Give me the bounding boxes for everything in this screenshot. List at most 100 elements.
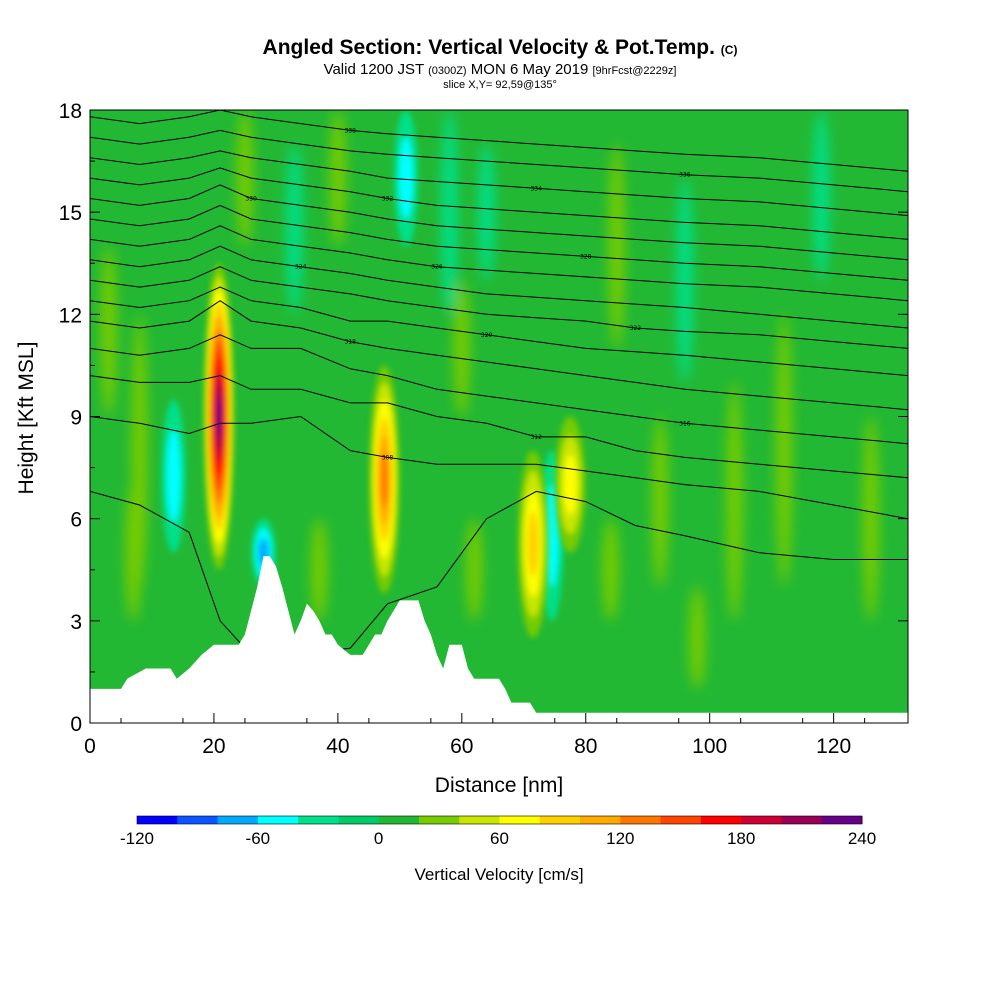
y-axis-title: Height [Kft MSL] bbox=[15, 342, 38, 495]
title-block: Angled Section: Vertical Velocity & Pot.… bbox=[0, 36, 1000, 92]
field-band bbox=[676, 178, 693, 383]
slice-info: slice X,Y= 92,59@135° bbox=[443, 79, 557, 91]
contour-label: 338 bbox=[345, 127, 357, 134]
field-band bbox=[726, 382, 743, 621]
colorbar-swatch bbox=[539, 816, 581, 824]
theta-contour bbox=[90, 129, 908, 193]
theta-contour bbox=[90, 184, 908, 261]
field-band bbox=[286, 144, 303, 315]
colorbar-swatch bbox=[821, 816, 863, 824]
colorbar-swatch bbox=[338, 816, 380, 824]
field-band bbox=[329, 110, 346, 247]
terrain-mask bbox=[90, 556, 908, 723]
potential-temperature-contours: 3043083123163183203223243263283303323343… bbox=[90, 110, 908, 659]
colorbar-swatch bbox=[741, 816, 782, 824]
velocity-field bbox=[90, 110, 908, 723]
y-tick-label: 15 bbox=[59, 202, 82, 225]
colorbar-swatch bbox=[580, 816, 621, 824]
field-band bbox=[453, 280, 470, 417]
theta-contour bbox=[90, 204, 908, 281]
colorbar-tick-label: 60 bbox=[490, 829, 509, 848]
updraft-core bbox=[216, 395, 221, 438]
theta-contour bbox=[90, 266, 908, 349]
contour-label: 312 bbox=[530, 434, 542, 441]
colorbar-swatch bbox=[660, 816, 702, 824]
field-band bbox=[652, 416, 669, 587]
contour-label: 330 bbox=[245, 196, 257, 203]
theta-contour bbox=[90, 415, 908, 520]
field-band bbox=[602, 518, 619, 621]
theta-contour bbox=[90, 300, 908, 411]
field-band bbox=[441, 110, 458, 315]
x-tick-label: 80 bbox=[574, 735, 597, 758]
downdraft-core bbox=[544, 484, 559, 587]
colorbar-tick-label: 120 bbox=[606, 829, 634, 848]
colorbar-swatch bbox=[217, 816, 259, 824]
x-tick-label: 60 bbox=[450, 735, 473, 758]
valid-time-line: Valid 1200 JST (0300Z) MON 6 May 2019 [9… bbox=[0, 62, 1000, 79]
contour-label: 336 bbox=[679, 172, 691, 179]
updraft-core bbox=[527, 511, 539, 577]
field-band bbox=[862, 416, 879, 621]
contour-label: 326 bbox=[431, 264, 443, 271]
theta-contour bbox=[90, 286, 908, 377]
copyright-mark: (C) bbox=[720, 43, 738, 57]
theta-contour bbox=[90, 245, 908, 329]
field-band bbox=[478, 144, 495, 281]
x-axis-title: Distance [nm] bbox=[435, 774, 563, 797]
colorbar: -120 -60 0 60 120 180 240 bbox=[120, 815, 876, 848]
field-band bbox=[608, 144, 625, 349]
colorbar-swatch bbox=[177, 816, 219, 824]
colorbar-swatch bbox=[378, 816, 420, 824]
colorbar-tick-label: 180 bbox=[727, 829, 755, 848]
colorbar-swatch bbox=[700, 816, 742, 824]
field-band bbox=[100, 246, 117, 417]
colorbar-swatch bbox=[620, 816, 662, 824]
colorbar-tick-label: -60 bbox=[246, 829, 271, 848]
theta-contour bbox=[90, 110, 908, 172]
valid-prefix: Valid 1200 JST bbox=[323, 61, 424, 78]
updraft-core bbox=[380, 451, 388, 508]
contour-label: 320 bbox=[481, 332, 493, 339]
contour-label: 334 bbox=[530, 185, 542, 192]
colorbar-swatch bbox=[418, 816, 460, 824]
theta-contour bbox=[90, 334, 908, 445]
colorbar-tick-label: -120 bbox=[120, 829, 154, 848]
updraft-core bbox=[563, 454, 577, 515]
contour-label: 324 bbox=[295, 264, 307, 271]
theta-contour bbox=[90, 150, 908, 217]
y-tick-label: 0 bbox=[70, 713, 82, 736]
y-tick-label: 9 bbox=[70, 407, 82, 430]
colorbar-swatch bbox=[137, 816, 178, 824]
field-band bbox=[125, 484, 142, 621]
y-tick-label: 18 bbox=[59, 100, 82, 123]
field-band bbox=[689, 586, 706, 689]
contour-label: 328 bbox=[580, 253, 592, 260]
y-tick-label: 12 bbox=[59, 304, 82, 327]
field-band bbox=[813, 110, 830, 281]
contour-label: 318 bbox=[345, 339, 357, 346]
colorbar-swatch bbox=[459, 816, 500, 824]
colorbar-tick-label: 0 bbox=[374, 829, 383, 848]
colorbar-title: Vertical Velocity [cm/s] bbox=[414, 865, 583, 884]
field-band bbox=[466, 518, 483, 621]
field-band bbox=[311, 518, 328, 621]
contour-label: 322 bbox=[630, 325, 642, 332]
chart-title-text: Angled Section: Vertical Velocity & Pot.… bbox=[262, 36, 715, 59]
colorbar-swatch bbox=[499, 816, 541, 824]
contour-label: 308 bbox=[382, 454, 394, 461]
field-band bbox=[236, 110, 253, 247]
field-band bbox=[776, 314, 793, 587]
x-tick-label: 100 bbox=[692, 735, 727, 758]
x-tick-label: 20 bbox=[202, 735, 225, 758]
colorbar-swatch bbox=[298, 816, 339, 824]
x-tick-label: 40 bbox=[326, 735, 349, 758]
colorbar-swatch bbox=[781, 816, 823, 824]
downdraft-core bbox=[166, 430, 181, 523]
field-texture bbox=[100, 110, 879, 689]
theta-contour bbox=[90, 167, 908, 240]
contour-label: 316 bbox=[679, 420, 691, 427]
valid-date: MON 6 May 2019 bbox=[470, 61, 589, 78]
y-tick-label: 3 bbox=[70, 611, 82, 634]
